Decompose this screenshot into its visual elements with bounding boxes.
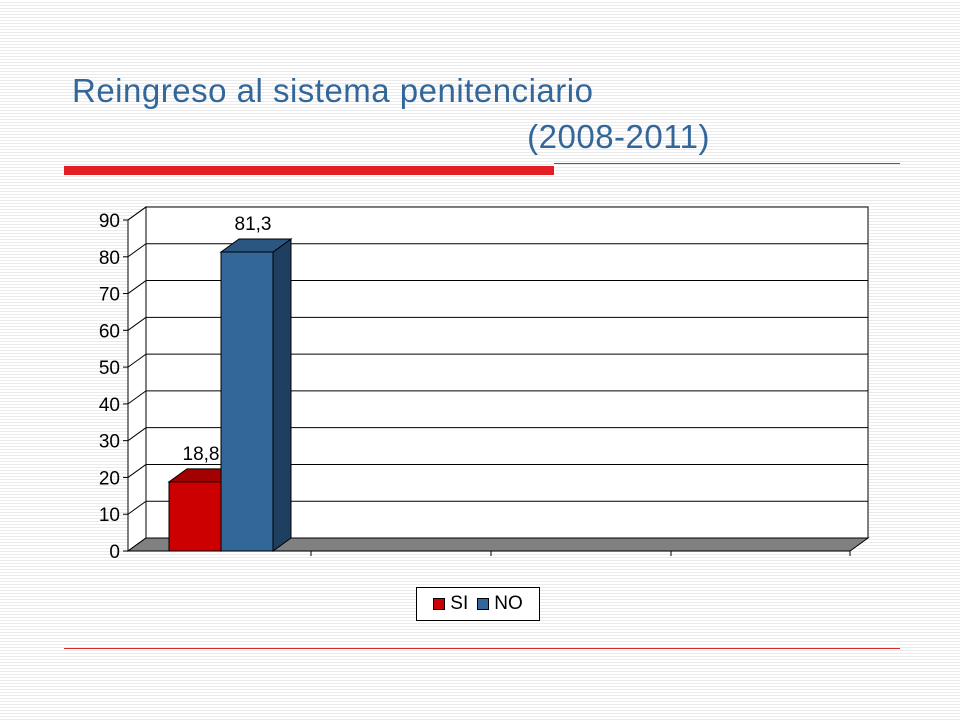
- data-labels: 18,8 81,3: [183, 214, 272, 465]
- slide-title-line-1: Reingreso al sistema penitenciario: [72, 72, 594, 109]
- slide-title-line-2: (2008-2011): [527, 118, 710, 155]
- gridline-side: [127, 427, 147, 442]
- bar-front-si: [168, 481, 222, 552]
- gridline-side: [127, 206, 147, 221]
- bar-no: [219, 238, 293, 552]
- legend-item-no: NO: [477, 593, 523, 615]
- data-label-si: 18,8: [183, 444, 220, 465]
- chart-bars: [167, 238, 293, 552]
- slide-title: Reingreso al sistema penitenciario (2008…: [72, 68, 712, 160]
- gridline-side: [127, 390, 147, 405]
- gridline-side: [127, 243, 147, 258]
- footer-rule: [64, 648, 900, 649]
- y-tick-label: 0: [109, 542, 120, 563]
- bar-front-no: [220, 251, 274, 552]
- bar-side-no: [272, 238, 292, 552]
- y-tick-label: 90: [99, 211, 120, 232]
- legend-swatch-si: [433, 598, 446, 610]
- chart-side-wall: [127, 206, 147, 552]
- y-tick-label: 70: [99, 285, 120, 306]
- y-tick-label: 10: [99, 505, 120, 526]
- y-tick-label: 30: [99, 432, 120, 453]
- gridline-side: [127, 316, 147, 331]
- gridline-side: [127, 353, 147, 368]
- legend-swatch-no: [477, 598, 490, 610]
- y-tick-label: 80: [99, 248, 120, 269]
- title-thin-rule: [554, 163, 900, 164]
- gridline-side: [127, 500, 147, 515]
- gridline-side: [127, 464, 147, 478]
- gridline-side: [127, 280, 147, 294]
- legend-label-si: SI: [450, 593, 469, 614]
- y-tick-label: 50: [99, 358, 120, 379]
- chart-legend: SI NO: [416, 587, 540, 621]
- y-tick-label: 40: [99, 395, 120, 416]
- y-axis-tick-labels: 0 10 20 30 40 50 60 70 80 90: [99, 211, 128, 563]
- data-label-no: 81,3: [235, 214, 272, 235]
- legend-item-si: SI: [433, 593, 468, 615]
- y-tick-label: 20: [99, 468, 120, 489]
- title-accent-rule: [64, 166, 554, 175]
- legend-label-no: NO: [494, 593, 523, 614]
- y-tick-label: 60: [99, 321, 120, 342]
